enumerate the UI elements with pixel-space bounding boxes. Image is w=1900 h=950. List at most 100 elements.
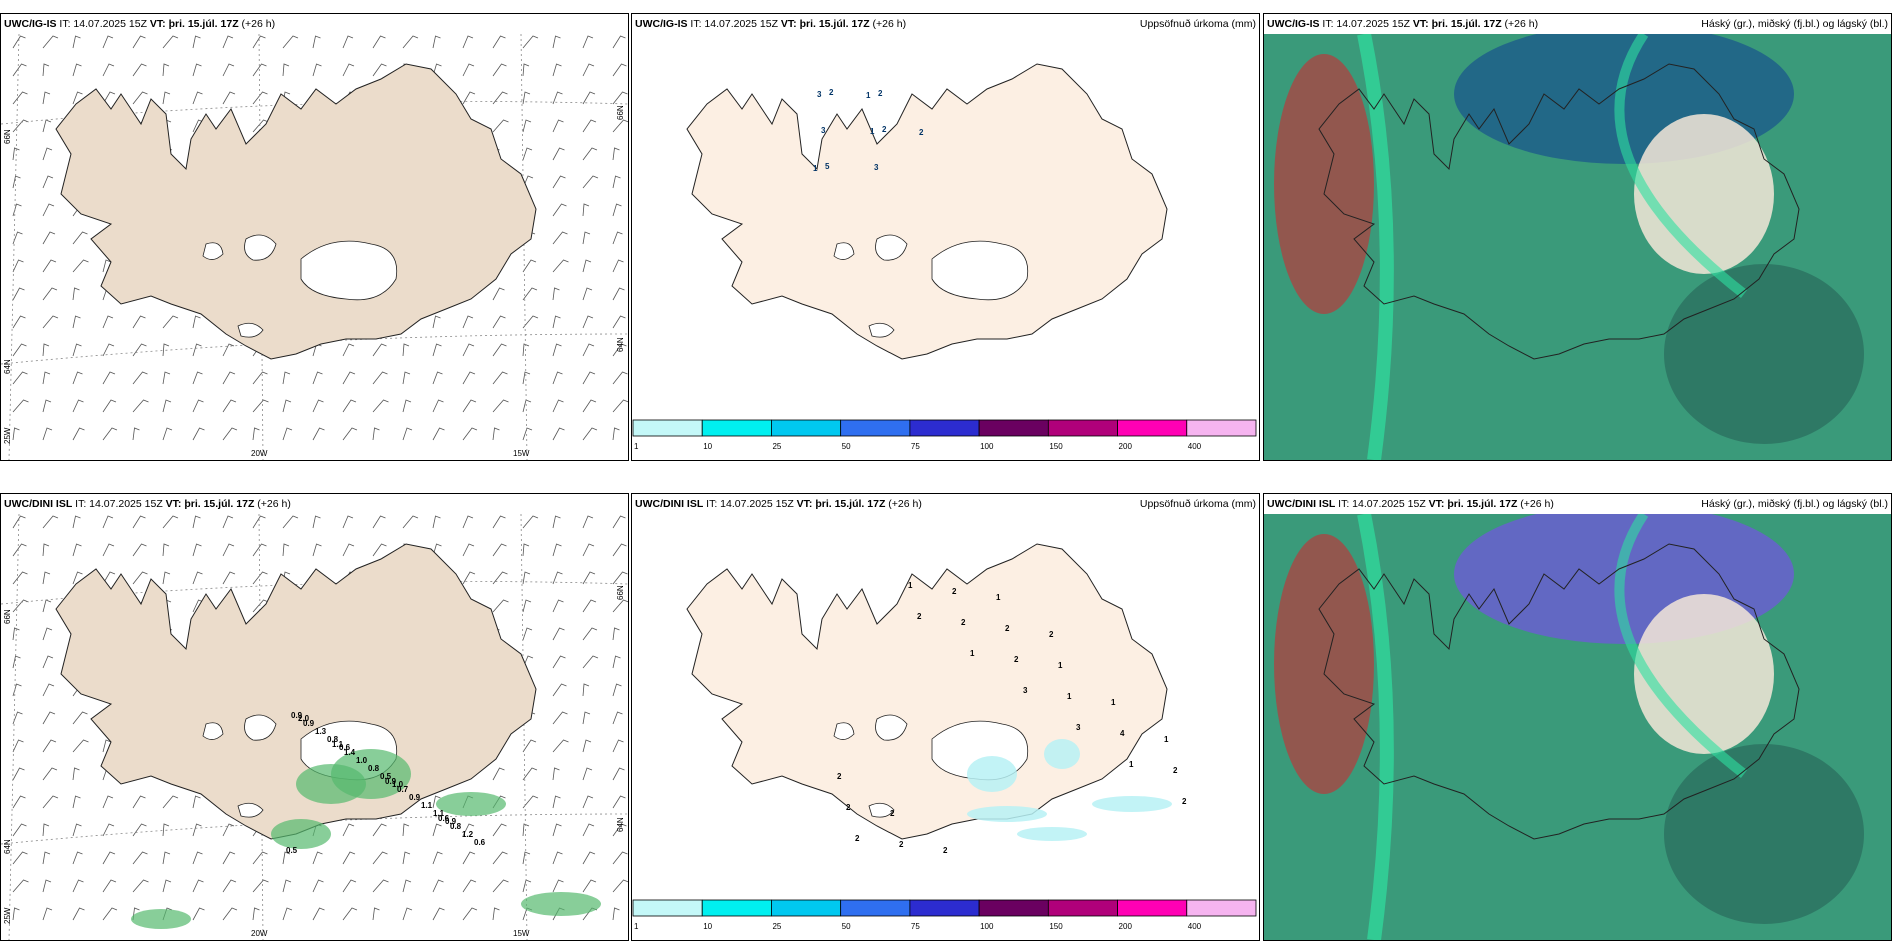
lat-label-66n: 66N [3, 129, 12, 144]
colorbar-label: 25 [772, 442, 781, 451]
lon-label-20w: 20W [251, 449, 268, 458]
precip-value-label: 2 [890, 809, 895, 818]
panel-cloud-ig: UWC/IG-IS IT: 14.07.2025 15Z VT: þri. 15… [1263, 13, 1892, 461]
iceland-land [686, 63, 1168, 360]
colorbar-swatch [1047, 419, 1118, 437]
glacier [868, 802, 895, 818]
precip-value-label: 2 [1014, 655, 1019, 664]
precip-value-label: 2 [878, 89, 883, 98]
model-name: UWC/IG-IS [635, 18, 688, 30]
panel-wind-ig: UWC/IG-IS IT: 14.07.2025 15Z VT: þri. 15… [0, 13, 629, 461]
wind-value-label: 0.5 [380, 772, 392, 781]
cloud-blob [1634, 594, 1774, 754]
colorbar-label: 75 [911, 922, 920, 931]
init-time: IT: 14.07.2025 15Z [59, 18, 147, 30]
map-title: Háský (gr.), miðský (fj.bl.) og lágský (… [1701, 498, 1888, 510]
colorbar-swatch [840, 419, 911, 437]
colorbar-label: 400 [1188, 442, 1202, 451]
valid-time: VT: þri. 15.júl. 17Z [149, 18, 239, 30]
lat-label-64n-right: 64N [616, 817, 625, 832]
lead-time: (+26 h) [872, 18, 907, 30]
precip-value-label: 1 [813, 164, 818, 173]
lon-label-25w: 25W [3, 907, 12, 924]
panel-header: UWC/IG-IS IT: 14.07.2025 15Z VT: þri. 15… [1267, 18, 1888, 32]
colorbar-swatch [978, 419, 1049, 437]
lat-label-66n-right: 66N [616, 105, 625, 120]
precip-value-label: 1 [996, 593, 1001, 602]
colorbar-label: 1 [634, 922, 639, 931]
valid-time: VT: þri. 15.júl. 17Z [796, 498, 886, 510]
map-title: Háský (gr.), miðský (fj.bl.) og lágský (… [1701, 18, 1888, 30]
panel-precip-dini: UWC/DINI ISL IT: 14.07.2025 15Z VT: þri.… [631, 493, 1260, 941]
precip-value-label: 2 [882, 125, 887, 134]
colorbar-label: 200 [1119, 442, 1133, 451]
colorbar-swatch [701, 899, 772, 917]
cloud-layers [1274, 514, 1864, 940]
precip-value-label: 3 [874, 163, 879, 172]
init-time: IT: 14.07.2025 15Z [1338, 498, 1426, 510]
panel-wind-dini: UWC/DINI ISL IT: 14.07.2025 15Z VT: þri.… [0, 493, 629, 941]
cloud-band [1357, 514, 1394, 940]
panel-cloud-dini: UWC/DINI ISL IT: 14.07.2025 15Z VT: þri.… [1263, 493, 1892, 941]
model-name: UWC/IG-IS [4, 18, 57, 30]
colorbar-swatch [771, 419, 842, 437]
init-time: IT: 14.07.2025 15Z [1322, 18, 1410, 30]
lon-label-15w: 15W [513, 449, 530, 458]
precip-value-label: 5 [825, 162, 830, 171]
iceland-land [55, 543, 537, 840]
valid-time: VT: þri. 15.júl. 17Z [1428, 498, 1518, 510]
precip-value-label: 2 [1182, 797, 1187, 806]
glacier [833, 242, 855, 260]
precip-value-label: 2 [1173, 766, 1178, 775]
wind-value-label: 0.5 [286, 846, 298, 855]
precip-value-label: 2 [917, 612, 922, 621]
colorbar-label: 10 [703, 922, 712, 931]
lead-time: (+26 h) [1520, 498, 1554, 510]
valid-time: VT: þri. 15.júl. 17Z [165, 498, 255, 510]
precip-value-label: 1 [870, 127, 875, 136]
precip-value-label: 3 [817, 90, 822, 99]
wind-value-label: 0.6 [474, 838, 486, 847]
wind-value-label: 1.2 [462, 830, 474, 839]
wind-value-label: 1.0 [356, 756, 368, 765]
wind-value-label: 0.6 [438, 814, 450, 823]
colorbar-label: 150 [1049, 922, 1063, 931]
init-time: IT: 14.07.2025 15Z [75, 498, 163, 510]
panel-precip-ig: UWC/IG-IS IT: 14.07.2025 15Z VT: þri. 15… [631, 13, 1260, 461]
wind-value-label: 0.6 [339, 743, 351, 752]
lon-label-25w: 25W [3, 427, 12, 444]
colorbar-label: 25 [772, 922, 781, 931]
glacier [931, 240, 1029, 301]
colorbar-swatch [978, 899, 1049, 917]
wind-value-label: 1.1 [332, 740, 344, 749]
glacier [202, 242, 224, 260]
cloud-map [1264, 514, 1891, 940]
colorbar-label: 100 [980, 922, 994, 931]
precip-shading [131, 749, 601, 929]
cloud-blob [1274, 54, 1374, 314]
cloud-blob [1634, 114, 1774, 274]
init-time: IT: 14.07.2025 15Z [690, 18, 778, 30]
lat-label-64n: 64N [3, 839, 12, 854]
precip-value-label: 2 [855, 834, 860, 843]
colorbar-swatch [632, 419, 703, 437]
lat-label-64n: 64N [3, 359, 12, 374]
precip-value-label: 2 [837, 772, 842, 781]
valid-time: VT: þri. 15.júl. 17Z [1412, 18, 1502, 30]
model-name: UWC/DINI ISL [4, 498, 73, 510]
precip-value-label: 3 [821, 126, 826, 135]
colorbar-label: 75 [911, 442, 920, 451]
lead-time: (+26 h) [1504, 18, 1539, 30]
precip-value-label: 1 [1129, 760, 1134, 769]
lat-label-66n: 66N [3, 609, 12, 624]
colorbar-label: 200 [1119, 922, 1133, 931]
panel-header: UWC/IG-IS IT: 14.07.2025 15Z VT: þri. 15… [4, 18, 625, 32]
colorbar-label: 1 [634, 442, 639, 451]
wind-value-label: 0.9 [291, 711, 303, 720]
glacier [875, 714, 908, 741]
cloud-band [1614, 34, 1748, 298]
valid-time: VT: þri. 15.júl. 17Z [780, 18, 870, 30]
precip-value-label: 1 [1067, 692, 1072, 701]
glacier [237, 802, 264, 818]
